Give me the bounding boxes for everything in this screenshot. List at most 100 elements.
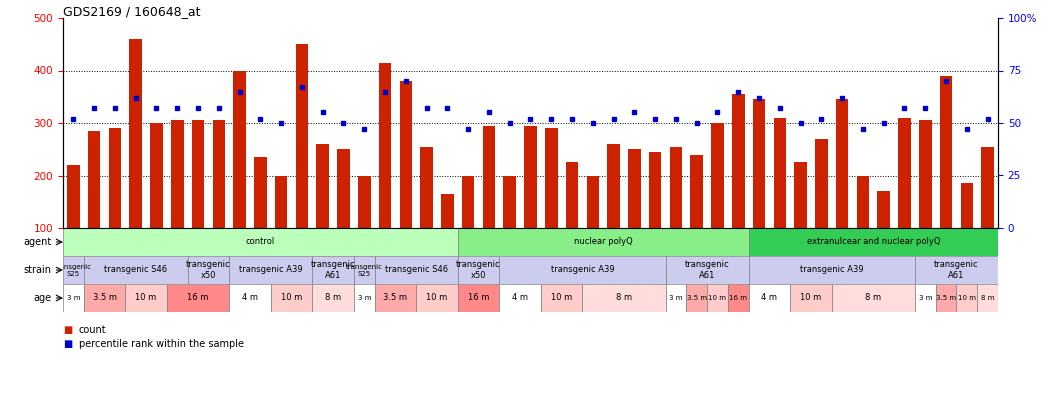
Bar [524, 126, 537, 281]
Text: transgenic A39: transgenic A39 [239, 266, 303, 275]
Text: GDS2169 / 160648_at: GDS2169 / 160648_at [63, 5, 200, 18]
Bar [919, 120, 932, 281]
Text: 16 m: 16 m [467, 294, 489, 303]
Bar [296, 44, 308, 281]
Bar [312, 256, 354, 284]
Bar [84, 284, 126, 312]
Bar [915, 284, 936, 312]
Bar [836, 99, 849, 281]
Bar [316, 144, 329, 281]
Bar [815, 139, 828, 281]
Bar [213, 120, 225, 281]
Bar [416, 284, 458, 312]
Text: 3.5 m: 3.5 m [936, 295, 956, 301]
Bar [458, 256, 499, 284]
Text: 8 m: 8 m [325, 294, 342, 303]
Text: transgenic A39: transgenic A39 [550, 266, 614, 275]
Bar [587, 175, 599, 281]
Text: 3.5 m: 3.5 m [92, 294, 116, 303]
Bar [358, 175, 371, 281]
Bar [499, 256, 665, 284]
Bar [354, 256, 375, 284]
Bar [312, 284, 354, 312]
Bar [499, 284, 541, 312]
Bar [67, 165, 80, 281]
Bar [109, 128, 122, 281]
Bar [541, 284, 583, 312]
Text: ■: ■ [63, 325, 72, 335]
Text: 4 m: 4 m [242, 294, 258, 303]
Text: transgenic
A61: transgenic A61 [311, 260, 355, 280]
Text: 10 m: 10 m [427, 294, 447, 303]
Bar [458, 284, 499, 312]
Bar [773, 118, 786, 281]
Bar [981, 147, 994, 281]
Text: 10 m: 10 m [281, 294, 302, 303]
Bar [230, 256, 312, 284]
Text: percentile rank within the sample: percentile rank within the sample [79, 339, 244, 349]
Text: transgenic
S25: transgenic S25 [346, 264, 383, 277]
Bar [961, 183, 973, 281]
Text: 8 m: 8 m [981, 295, 995, 301]
Bar [378, 63, 391, 281]
Text: transgenic
x50: transgenic x50 [456, 260, 501, 280]
Bar [230, 284, 270, 312]
Text: transgenic
A61: transgenic A61 [684, 260, 729, 280]
Text: age: age [34, 293, 51, 303]
Bar [670, 147, 682, 281]
Text: nuclear polyQ: nuclear polyQ [574, 237, 633, 247]
Bar [665, 284, 686, 312]
Bar [234, 70, 246, 281]
Bar [130, 39, 141, 281]
Bar [977, 284, 998, 312]
Bar [545, 128, 558, 281]
Bar [686, 284, 707, 312]
Bar [167, 284, 230, 312]
Bar [337, 149, 350, 281]
Bar [566, 162, 578, 281]
Text: 3 m: 3 m [918, 295, 932, 301]
Text: count: count [79, 325, 106, 335]
Bar [728, 284, 748, 312]
Text: transgenic S46: transgenic S46 [385, 266, 447, 275]
Bar [707, 284, 728, 312]
Text: 3 m: 3 m [357, 295, 371, 301]
Bar [628, 149, 640, 281]
Text: extranulcear and nuclear polyQ: extranulcear and nuclear polyQ [807, 237, 940, 247]
Bar [126, 284, 167, 312]
Text: 4 m: 4 m [762, 294, 778, 303]
Bar [399, 81, 412, 281]
Bar [483, 126, 495, 281]
Text: 3.5 m: 3.5 m [384, 294, 408, 303]
Text: ■: ■ [63, 339, 72, 349]
Text: transgenic S46: transgenic S46 [104, 266, 168, 275]
Bar [691, 154, 703, 281]
Bar [790, 284, 832, 312]
Bar [665, 256, 748, 284]
Bar [458, 228, 748, 256]
Bar [255, 157, 266, 281]
Bar [171, 120, 183, 281]
Text: agent: agent [23, 237, 51, 247]
Bar [712, 123, 724, 281]
Bar [375, 256, 458, 284]
Bar [748, 256, 915, 284]
Bar [375, 284, 416, 312]
Text: 16 m: 16 m [729, 295, 747, 301]
Bar [832, 284, 915, 312]
Text: 16 m: 16 m [188, 294, 209, 303]
Text: 3.5 m: 3.5 m [686, 295, 706, 301]
Text: 3 m: 3 m [670, 295, 682, 301]
Bar [733, 94, 744, 281]
Text: transgenic
S25: transgenic S25 [54, 264, 92, 277]
Bar [608, 144, 619, 281]
Text: control: control [246, 237, 275, 247]
Bar [150, 123, 162, 281]
Bar [275, 175, 287, 281]
Bar [503, 175, 516, 281]
Text: 3 m: 3 m [67, 295, 80, 301]
Text: transgenic
A61: transgenic A61 [934, 260, 979, 280]
Bar [752, 99, 765, 281]
Text: 10 m: 10 m [708, 295, 726, 301]
Text: 10 m: 10 m [135, 294, 157, 303]
